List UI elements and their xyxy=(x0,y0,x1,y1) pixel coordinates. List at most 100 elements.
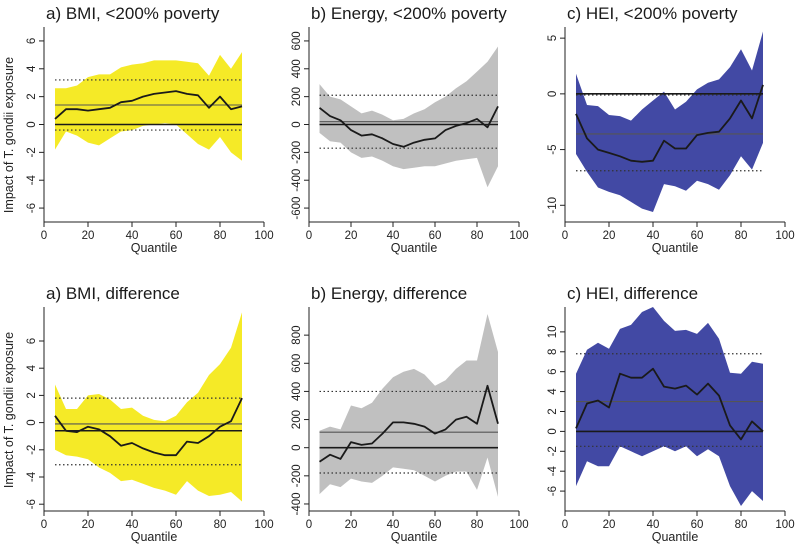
y-tick-label: 0 xyxy=(547,428,559,434)
x-tick-label: 80 xyxy=(214,519,227,531)
y-tick-label: -5 xyxy=(547,144,559,154)
x-tick-label: 60 xyxy=(691,230,704,242)
y-axis-label-bottom: Impact of T. gondii exposure xyxy=(2,332,16,488)
x-axis-label: Quantile xyxy=(391,530,438,544)
x-axis-label: Quantile xyxy=(391,241,438,255)
x-tick-label: 100 xyxy=(254,230,273,242)
y-tick-label: 800 xyxy=(291,326,303,345)
x-tick-label: 20 xyxy=(82,519,95,531)
confidence-band xyxy=(319,46,498,188)
y-tick-label: -10 xyxy=(547,197,559,214)
y-tick-label: -2 xyxy=(547,446,559,456)
x-tick-label: 80 xyxy=(214,230,227,242)
y-tick-label: -4 xyxy=(26,471,38,482)
chart-panel-5: b) Energy, difference-400-20002004006008… xyxy=(291,284,529,544)
x-tick-label: 0 xyxy=(41,230,47,242)
chart-title: c) HEI, <200% poverty xyxy=(567,4,738,23)
y-tick-label: 400 xyxy=(291,59,303,78)
x-tick-label: 60 xyxy=(429,230,442,242)
x-tick-label: 40 xyxy=(647,230,660,242)
y-tick-label: 200 xyxy=(291,410,303,429)
y-tick-label: -4 xyxy=(26,174,38,185)
confidence-band xyxy=(319,314,498,497)
x-axis-label: Quantile xyxy=(652,241,699,255)
y-axis-label-top: Impact of T. gondii exposure xyxy=(2,57,16,213)
confidence-band xyxy=(576,31,763,212)
y-tick-label: 5 xyxy=(547,35,559,41)
chart-panel-2: b) Energy, <200% poverty-600-400-2000200… xyxy=(291,4,529,255)
estimate-line xyxy=(318,384,499,463)
chart-title: a) BMI, difference xyxy=(46,284,180,303)
x-tick-label: 60 xyxy=(691,519,704,531)
estimate-line xyxy=(575,84,764,163)
x-tick-label: 20 xyxy=(345,519,358,531)
y-tick-label: 600 xyxy=(291,31,303,50)
x-tick-label: 20 xyxy=(603,519,616,531)
x-tick-label: 20 xyxy=(345,230,358,242)
x-tick-label: 80 xyxy=(735,519,748,531)
y-tick-label: 6 xyxy=(26,38,38,44)
x-tick-label: 80 xyxy=(735,230,748,242)
x-tick-label: 40 xyxy=(647,519,660,531)
x-tick-label: 0 xyxy=(306,230,312,242)
x-tick-label: 100 xyxy=(775,519,794,531)
estimate-line xyxy=(54,397,243,457)
y-tick-label: -4 xyxy=(547,465,559,476)
x-tick-label: 0 xyxy=(306,519,312,531)
y-tick-label: 0 xyxy=(291,121,303,127)
y-tick-label: 0 xyxy=(26,419,38,425)
y-tick-label: -400 xyxy=(291,492,303,515)
x-tick-label: 100 xyxy=(254,519,273,531)
chart-panel-3: c) HEI, <200% poverty -10 -5 0 5 0 20 40 60 80 100… xyxy=(547,4,795,255)
y-tick-label: -2 xyxy=(26,147,38,157)
y-tick-label: 600 xyxy=(291,354,303,373)
y-tick-label: -6 xyxy=(547,486,559,496)
x-tick-label: 100 xyxy=(509,519,528,531)
x-tick-label: 60 xyxy=(429,519,442,531)
x-tick-label: 100 xyxy=(775,230,794,242)
y-tick-label: -2 xyxy=(26,445,38,455)
x-tick-label: 80 xyxy=(471,230,484,242)
x-tick-label: 20 xyxy=(82,230,95,242)
chart-title: b) Energy, difference xyxy=(311,284,467,303)
chart-title: a) BMI, <200% poverty xyxy=(46,4,220,23)
x-tick-label: 0 xyxy=(41,519,47,531)
chart-title: b) Energy, <200% poverty xyxy=(311,4,507,23)
estimate-line xyxy=(318,105,499,148)
x-tick-label: 40 xyxy=(126,519,139,531)
y-tick-label: 4 xyxy=(26,65,38,72)
x-tick-label: 40 xyxy=(387,519,400,531)
chart-title: c) HEI, difference xyxy=(567,284,698,303)
estimate-line xyxy=(575,367,764,441)
y-tick-label: 10 xyxy=(547,326,559,339)
x-tick-label: 0 xyxy=(562,519,568,531)
x-tick-label: 80 xyxy=(471,519,484,531)
y-tick-label: 6 xyxy=(547,368,559,374)
y-tick-label: 2 xyxy=(26,392,38,398)
y-tick-label: -200 xyxy=(291,464,303,487)
y-tick-label: 8 xyxy=(547,349,559,355)
confidence-band xyxy=(55,312,242,502)
x-tick-label: 40 xyxy=(126,230,139,242)
y-tick-label: 0 xyxy=(291,444,303,450)
y-tick-label: 6 xyxy=(26,338,38,344)
y-tick-label: 2 xyxy=(547,408,559,414)
x-tick-label: 60 xyxy=(170,519,183,531)
y-tick-label: 2 xyxy=(26,93,38,99)
y-tick-label: 0 xyxy=(26,121,38,127)
y-tick-label: 200 xyxy=(291,87,303,106)
y-tick-label: 400 xyxy=(291,382,303,401)
confidence-band xyxy=(576,307,763,506)
y-tick-label: -6 xyxy=(26,499,38,509)
x-tick-label: 100 xyxy=(509,230,528,242)
y-tick-label: -600 xyxy=(291,197,303,220)
x-axis-label: Quantile xyxy=(652,530,699,544)
x-tick-label: 0 xyxy=(562,230,568,242)
x-axis-label: Quantile xyxy=(131,530,178,544)
y-tick-label: -200 xyxy=(291,141,303,164)
